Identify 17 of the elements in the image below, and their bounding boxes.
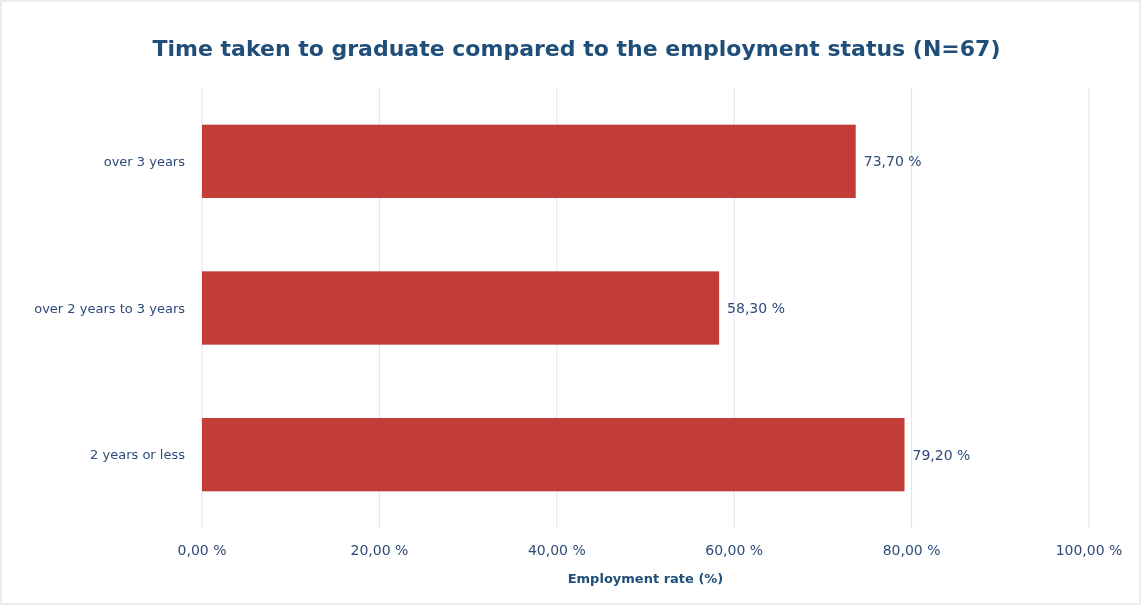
x-tick-label: 20,00 %: [350, 542, 409, 558]
data-label: 58,30 %: [727, 299, 785, 316]
chart-title: Time taken to graduate compared to the employment status (N=67): [152, 36, 1001, 61]
data-label: 79,20 %: [912, 446, 971, 463]
y-tick-label: 2 years or less: [90, 447, 186, 463]
x-tick-label: 100,00 %: [1055, 542, 1123, 558]
bar: [202, 124, 856, 198]
y-tick-label: over 2 years to 3 years: [34, 300, 186, 316]
x-tick-label: 80,00 %: [882, 542, 941, 558]
bar: [202, 271, 720, 345]
x-axis-title: Employment rate (%): [567, 571, 724, 586]
x-tick-label: 0,00 %: [177, 542, 227, 558]
y-tick-label: over 3 years: [103, 153, 186, 169]
x-tick-label: 40,00 %: [527, 542, 586, 558]
data-label: 73,70 %: [863, 153, 922, 170]
x-tick-label: 60,00 %: [705, 542, 764, 558]
bar: [202, 418, 905, 492]
